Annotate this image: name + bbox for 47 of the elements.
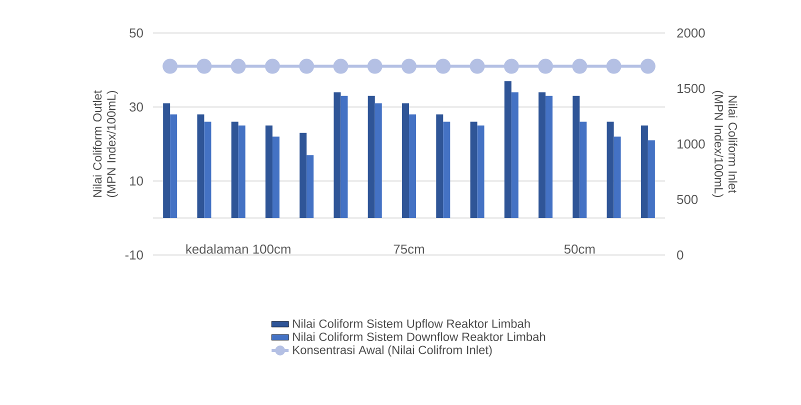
- bar: [572, 96, 580, 218]
- y-tick-label: -10: [125, 250, 143, 260]
- y2-tick-label: 1500: [678, 84, 705, 94]
- bar: [368, 96, 375, 218]
- bar: [272, 136, 280, 218]
- bar: [170, 114, 178, 218]
- bar: [477, 126, 484, 218]
- bar: [606, 122, 614, 218]
- y2-tick-label: 500: [677, 194, 698, 204]
- y2-tick-label: 1000: [678, 139, 705, 149]
- legend-label: Nilai Coliform Sistem Upflow Reaktor Limbah: [293, 319, 530, 330]
- bar: [443, 122, 450, 218]
- legend-label: Konsentrasi Awal (Nilai Colifrom Inlet): [293, 345, 492, 357]
- bar: [538, 92, 546, 218]
- bar: [504, 81, 512, 218]
- bar: [640, 126, 648, 218]
- y2-axis-title: Nilai Coliform Inlet (MPN Index/100mL): [712, 90, 738, 198]
- bar: [334, 92, 341, 218]
- bar: [580, 122, 587, 218]
- bar: [436, 114, 444, 218]
- bar: [614, 136, 621, 218]
- bar: [340, 96, 348, 218]
- y-tick-label: 30: [130, 102, 143, 112]
- y-tick-label: 50: [130, 28, 143, 38]
- bar: [402, 103, 410, 218]
- bar: [470, 122, 478, 218]
- bar: [511, 92, 518, 218]
- bar: [197, 114, 204, 218]
- bar: [300, 132, 307, 218]
- bar: [648, 140, 655, 218]
- bar: [238, 126, 246, 218]
- x-tick-label: 50cm: [564, 244, 595, 254]
- bar: [306, 155, 314, 218]
- bar: [546, 96, 553, 218]
- y2-tick-label: 2000: [677, 28, 705, 38]
- y-axis-title: Nilai Coliform Outlet (MPN Index/100mL): [92, 90, 118, 198]
- bar: [265, 126, 272, 218]
- x-tick-label: 75cm: [394, 244, 424, 254]
- y2-tick-label: 0: [677, 250, 684, 260]
- x-tick-label: kedalaman 100cm: [186, 244, 290, 254]
- bar: [163, 103, 170, 218]
- y-tick-label: 10: [130, 176, 143, 186]
- legend-label: Nilai Coliform Sistem Downflow Reaktor Limbah: [293, 332, 546, 342]
- bar: [204, 122, 212, 218]
- bar: [409, 114, 416, 218]
- bar: [374, 103, 382, 218]
- bar: [231, 122, 238, 218]
